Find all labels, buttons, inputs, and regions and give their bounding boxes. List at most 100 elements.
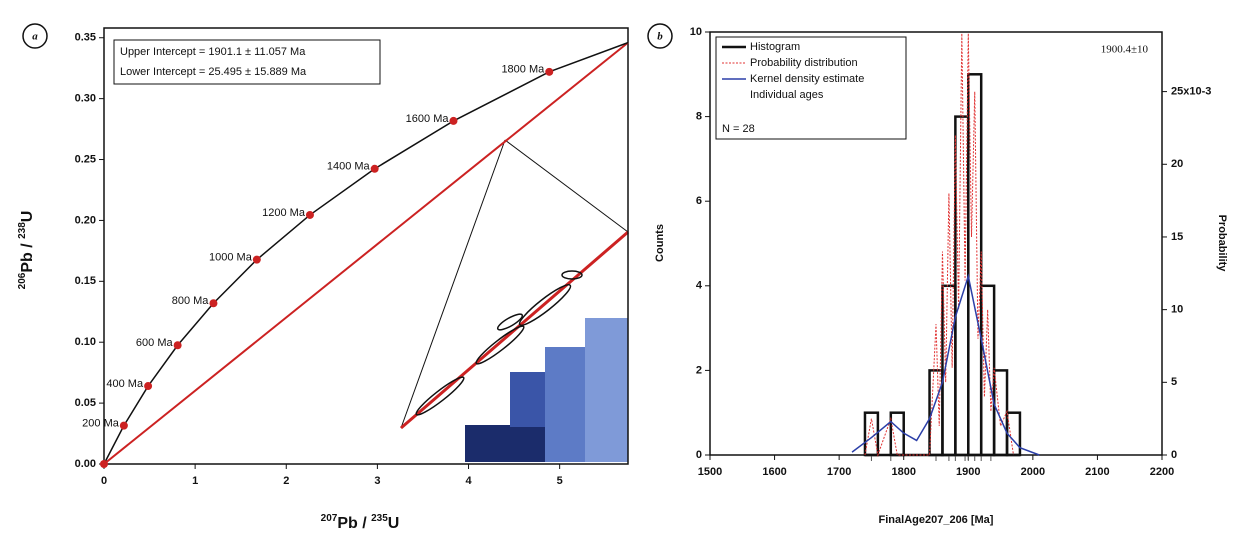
discordia (103, 41, 629, 465)
concordia-point (173, 341, 182, 350)
axis-label-part: Pb / (19, 239, 36, 273)
inset-ellipse (496, 313, 524, 331)
inset-ellipse (415, 376, 465, 416)
x-tick-label: 1800 (891, 466, 915, 478)
x-tick-label: 2000 (1021, 466, 1045, 478)
axis-label-part: 207 (321, 513, 338, 524)
y-axis-label: Counts (654, 224, 666, 262)
zoom-line (400, 139, 506, 429)
axis-label: 206Pb / 238U (17, 211, 36, 290)
x-tick-label: 2 (283, 475, 289, 487)
y-tick-label: 10 (690, 26, 702, 38)
inset-ellipse (561, 270, 583, 280)
histogram-bar (954, 115, 970, 457)
x-tick-label: 1 (192, 475, 198, 487)
age-label: 1400 Ma (327, 161, 371, 173)
y2-tick-label: 20 (1171, 158, 1183, 170)
x-tick-label: 1500 (698, 466, 722, 478)
concordia-point (144, 382, 153, 391)
y2-tick-label: 10 (1171, 304, 1183, 316)
histogram-bar (1005, 411, 1022, 457)
y-tick-label: 0.10 (75, 336, 96, 348)
age-label: 800 Ma (172, 295, 210, 307)
annotation: 1900.4±10 (1101, 44, 1149, 56)
y-tick-label: 4 (696, 280, 703, 292)
zoom-line (504, 139, 629, 233)
histogram-bar (889, 411, 905, 457)
x-tick-label: 0 (101, 475, 107, 487)
axis-label-part: U (388, 515, 400, 531)
concordia-point (449, 116, 458, 125)
x-tick-label: 1700 (827, 466, 851, 478)
intercept-box (113, 39, 381, 85)
zircon-image (465, 425, 550, 462)
y2-tick-label: 5 (1171, 376, 1177, 388)
y2-tick-label: 0 (1171, 449, 1177, 461)
x-axis-label: FinalAge207_206 [Ma] (879, 514, 994, 526)
age-label: 200 Ma (82, 418, 120, 430)
concordia-point (209, 299, 218, 308)
y-tick-label: 0.20 (75, 214, 96, 226)
age-label: 1600 Ma (406, 113, 450, 125)
concordia-point (100, 460, 108, 468)
age-label: 1000 Ma (209, 252, 253, 264)
age-label: 1200 Ma (262, 207, 306, 219)
histogram-bar (992, 369, 1009, 457)
y-tick-label: 0.35 (75, 32, 96, 44)
y-tick-label: 0.00 (75, 458, 96, 470)
axis-label-part: U (19, 211, 36, 223)
age-label: 1800 Ma (501, 64, 545, 76)
panel-letter: a (32, 31, 38, 43)
histogram-bar (967, 73, 983, 457)
n-label: N = 28 (722, 123, 755, 135)
intercept-label: Lower Intercept = 25.495 ± 15.889 Ma (120, 66, 307, 78)
zircon-image (585, 318, 628, 462)
axis-label-part: 235 (371, 513, 388, 524)
age-label: 400 Ma (106, 378, 144, 390)
series-line (864, 33, 1014, 457)
panel-badge (22, 23, 48, 49)
x-tick-label: 4 (465, 475, 472, 487)
x-tick-label: 2200 (1150, 466, 1174, 478)
y2-axis-label: Probability (1216, 215, 1228, 273)
zircon-image (545, 347, 585, 462)
plot-frame (103, 27, 629, 465)
concordia-point (305, 210, 314, 219)
legend-label: Probability distribution (750, 57, 858, 69)
series-line (851, 273, 1040, 456)
x-tick-label: 5 (557, 475, 563, 487)
y2-tick-label: 25x10-3 (1171, 86, 1211, 98)
y-tick-label: 0.05 (75, 397, 96, 409)
y-tick-label: 0.30 (75, 93, 96, 105)
axis-label: 207Pb / 235U (321, 513, 400, 531)
inset (400, 139, 629, 462)
concordia-point (370, 164, 379, 173)
axis-label-part: 238 (17, 222, 28, 239)
legend-label: Histogram (750, 41, 800, 53)
panel-letter: b (657, 31, 663, 43)
y-tick-label: 0 (696, 449, 702, 461)
x-tick-label: 1900 (956, 466, 980, 478)
intercept-label: Upper Intercept = 1901.1 ± 11.057 Ma (120, 46, 306, 58)
legend-label: Individual ages (750, 89, 824, 101)
panel-badge (647, 23, 673, 49)
axis-label-part: 206 (17, 272, 28, 289)
y-tick-label: 0.25 (75, 153, 96, 165)
y-tick-label: 2 (696, 364, 702, 376)
zircon-image (510, 372, 550, 427)
x-tick-label: 3 (374, 475, 380, 487)
legend-label: Kernel density estimate (750, 73, 864, 85)
concordia-point (119, 421, 128, 430)
y2-tick-label: 15 (1171, 231, 1183, 243)
concordia-point (545, 67, 554, 76)
x-tick-label: 2100 (1085, 466, 1109, 478)
y-tick-label: 8 (696, 111, 702, 123)
inset-ellipse (475, 325, 525, 365)
concordia-point (252, 255, 261, 264)
axis-label-part: Pb / (337, 515, 371, 531)
legend-box (715, 36, 907, 140)
y-tick-label: 6 (696, 195, 702, 207)
y-tick-label: 0.15 (75, 275, 96, 287)
x-tick-label: 1600 (762, 466, 786, 478)
